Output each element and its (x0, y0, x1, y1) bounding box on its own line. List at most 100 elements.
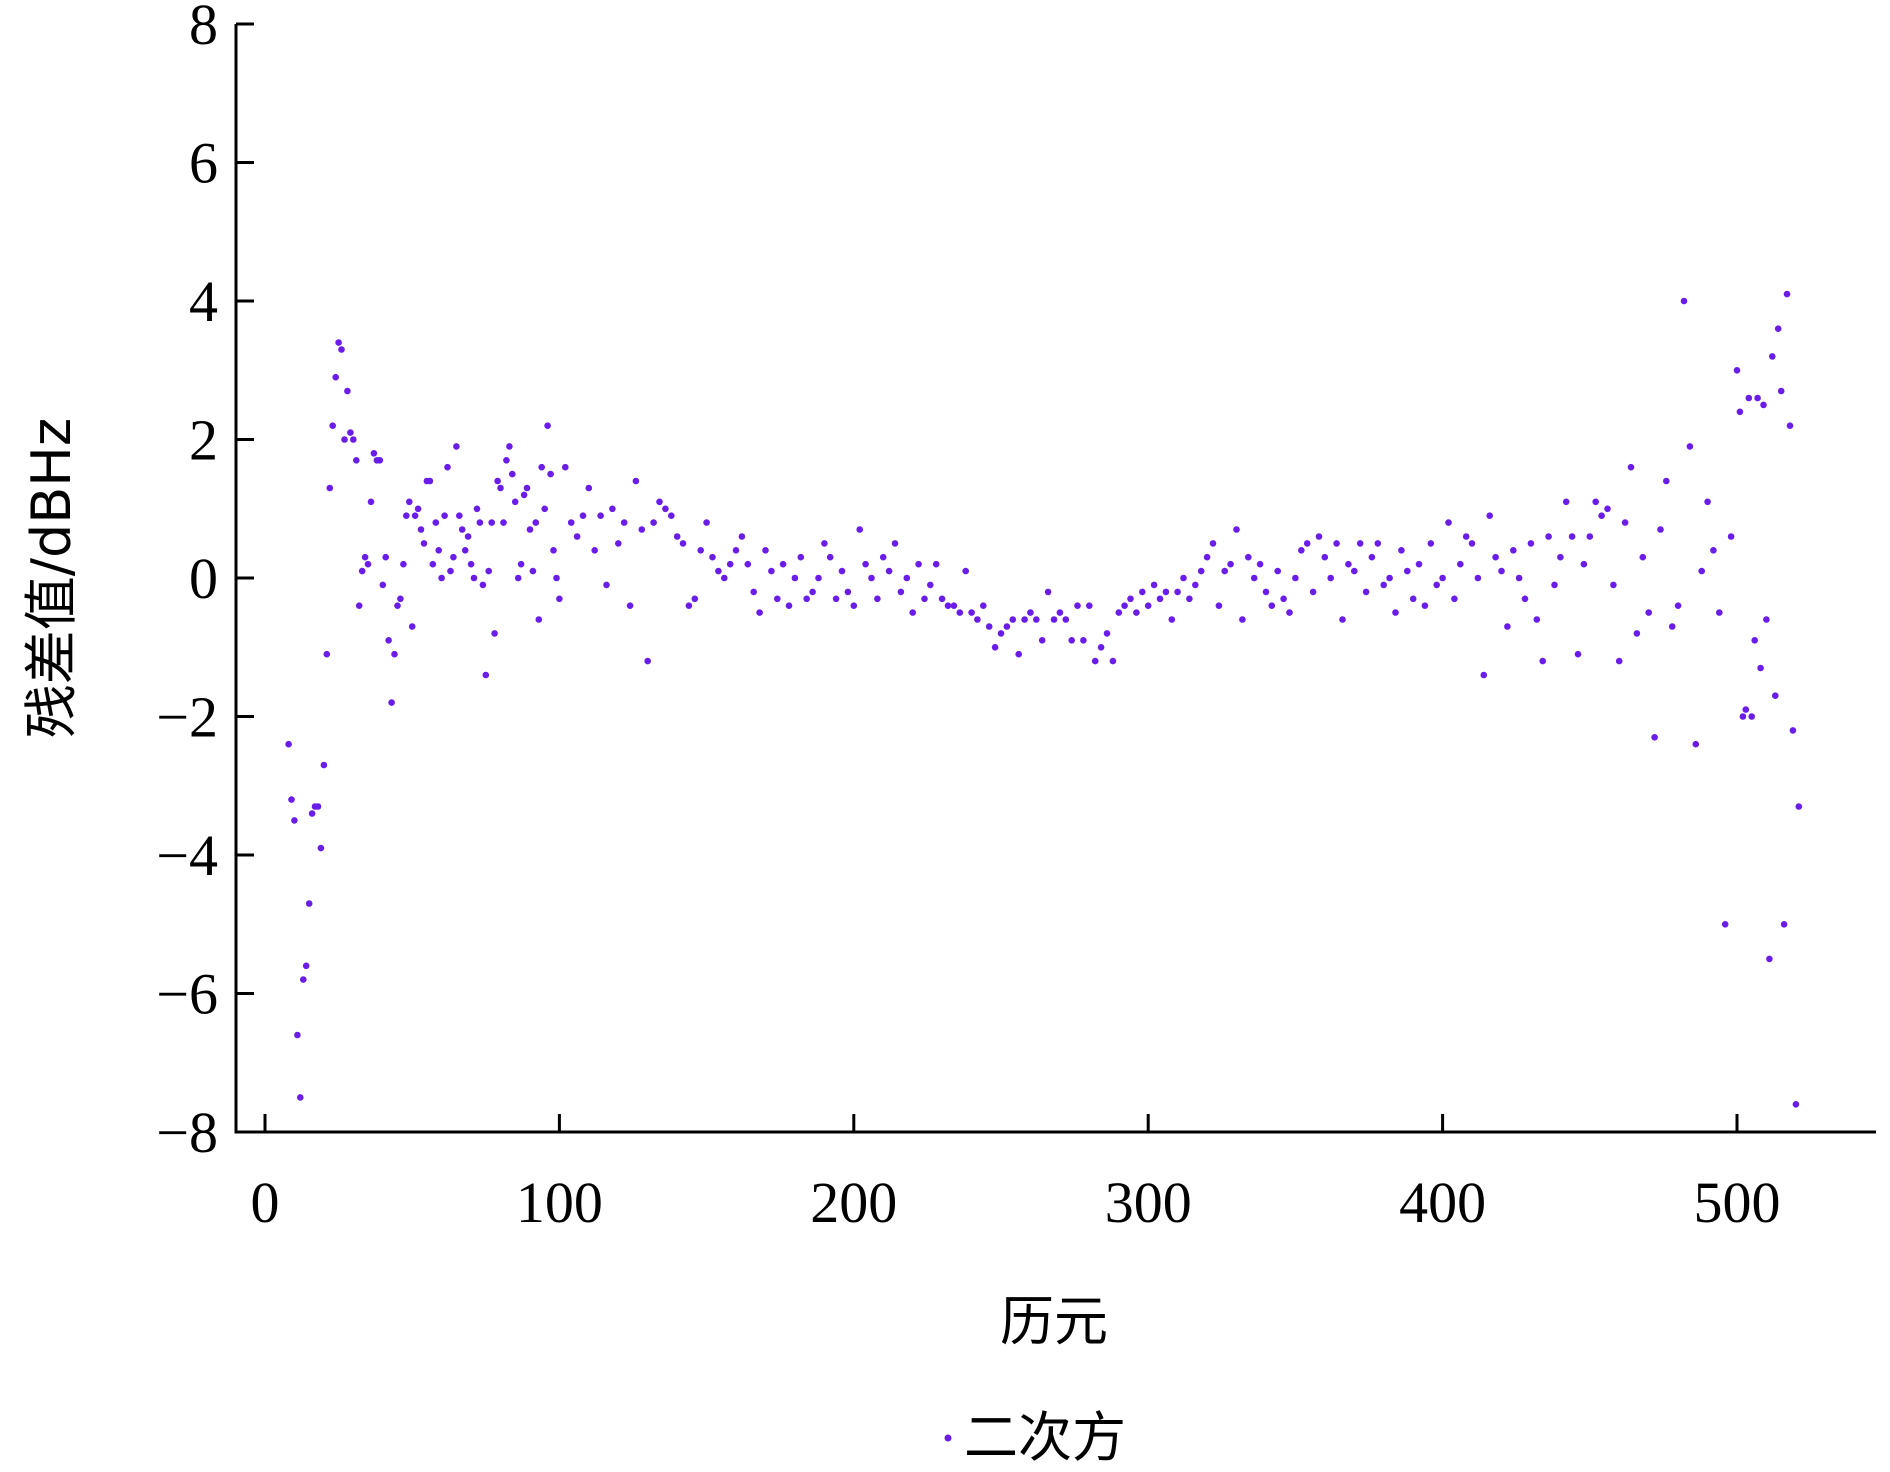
data-point (897, 588, 905, 596)
data-points (285, 290, 1803, 1108)
data-point (288, 796, 295, 803)
data-point (1716, 609, 1723, 616)
data-point (553, 574, 560, 582)
data-point (370, 450, 378, 457)
data-point (1086, 602, 1093, 609)
data-point (1245, 553, 1252, 561)
data-point (1292, 574, 1299, 582)
data-point (603, 581, 610, 589)
data-point (921, 595, 928, 603)
data-point (1333, 540, 1340, 547)
data-point (411, 512, 419, 519)
data-point (1427, 540, 1435, 547)
x-tick-label: 0 (251, 1170, 280, 1235)
legend-marker (944, 1434, 952, 1442)
data-point (1710, 547, 1717, 554)
data-point (615, 540, 622, 547)
data-point (1386, 574, 1393, 582)
data-point (774, 595, 781, 603)
data-point (1792, 1101, 1800, 1108)
data-point (1144, 602, 1152, 609)
data-point (400, 560, 407, 568)
data-point (956, 609, 964, 616)
data-point (762, 547, 769, 554)
data-point (523, 484, 531, 492)
data-point (485, 567, 493, 575)
data-point (703, 519, 710, 526)
data-point (344, 387, 351, 395)
data-point (1033, 616, 1040, 623)
data-point (341, 436, 348, 443)
data-point (1504, 623, 1511, 630)
data-point (1109, 657, 1117, 665)
data-point (709, 553, 716, 561)
data-point (320, 761, 328, 769)
data-point (291, 817, 298, 824)
data-point (1604, 505, 1611, 513)
data-point (985, 623, 993, 630)
data-point (838, 567, 846, 575)
data-point (503, 457, 510, 464)
data-point (453, 443, 460, 450)
data-point (1754, 394, 1761, 402)
data-point (1592, 498, 1599, 506)
data-point (538, 463, 545, 471)
data-point (1315, 533, 1323, 540)
y-tick-label: −2 (156, 685, 218, 750)
data-point (715, 567, 722, 575)
data-point (532, 519, 540, 526)
data-point (585, 484, 593, 492)
data-point (1527, 540, 1535, 547)
data-point (1345, 560, 1352, 568)
data-point (556, 595, 563, 603)
data-point (1751, 637, 1758, 644)
data-point (1068, 637, 1075, 644)
data-point (297, 1094, 304, 1101)
data-point (1168, 616, 1176, 623)
data-point (1009, 616, 1017, 623)
data-point (791, 574, 799, 582)
data-point (1580, 560, 1588, 568)
data-point (1657, 526, 1664, 533)
data-point (1627, 463, 1635, 471)
data-point (1680, 297, 1688, 305)
data-point (305, 900, 313, 907)
data-point (1250, 574, 1258, 582)
data-point (1745, 394, 1753, 402)
data-point (826, 553, 834, 561)
data-point (435, 547, 443, 554)
data-point (1783, 290, 1791, 298)
data-point (909, 609, 916, 616)
data-point (591, 547, 598, 554)
x-axis: 0 100 200 300 400 500 (251, 1114, 1781, 1235)
data-point (1380, 581, 1387, 589)
data-point (1162, 588, 1170, 596)
data-point (1327, 574, 1334, 582)
data-point (1521, 595, 1529, 603)
data-point (1150, 581, 1158, 589)
data-point (868, 574, 875, 582)
data-point (1298, 547, 1305, 554)
data-point (579, 512, 587, 519)
data-point (1056, 609, 1064, 616)
data-point (382, 553, 390, 561)
data-point (479, 581, 487, 589)
data-point (1786, 422, 1794, 430)
data-point (1439, 574, 1446, 582)
data-point (1227, 560, 1234, 568)
data-point (1091, 657, 1099, 665)
data-point (903, 574, 911, 582)
data-point (1074, 602, 1081, 609)
data-point (403, 512, 410, 519)
data-point (1498, 567, 1505, 575)
data-point (1097, 644, 1105, 651)
data-point (750, 588, 757, 596)
data-point (361, 553, 369, 561)
data-point (517, 560, 525, 568)
data-point (1763, 616, 1770, 623)
data-point (414, 505, 422, 513)
data-point (779, 560, 787, 568)
data-point (294, 1031, 301, 1039)
data-point (1368, 553, 1376, 561)
